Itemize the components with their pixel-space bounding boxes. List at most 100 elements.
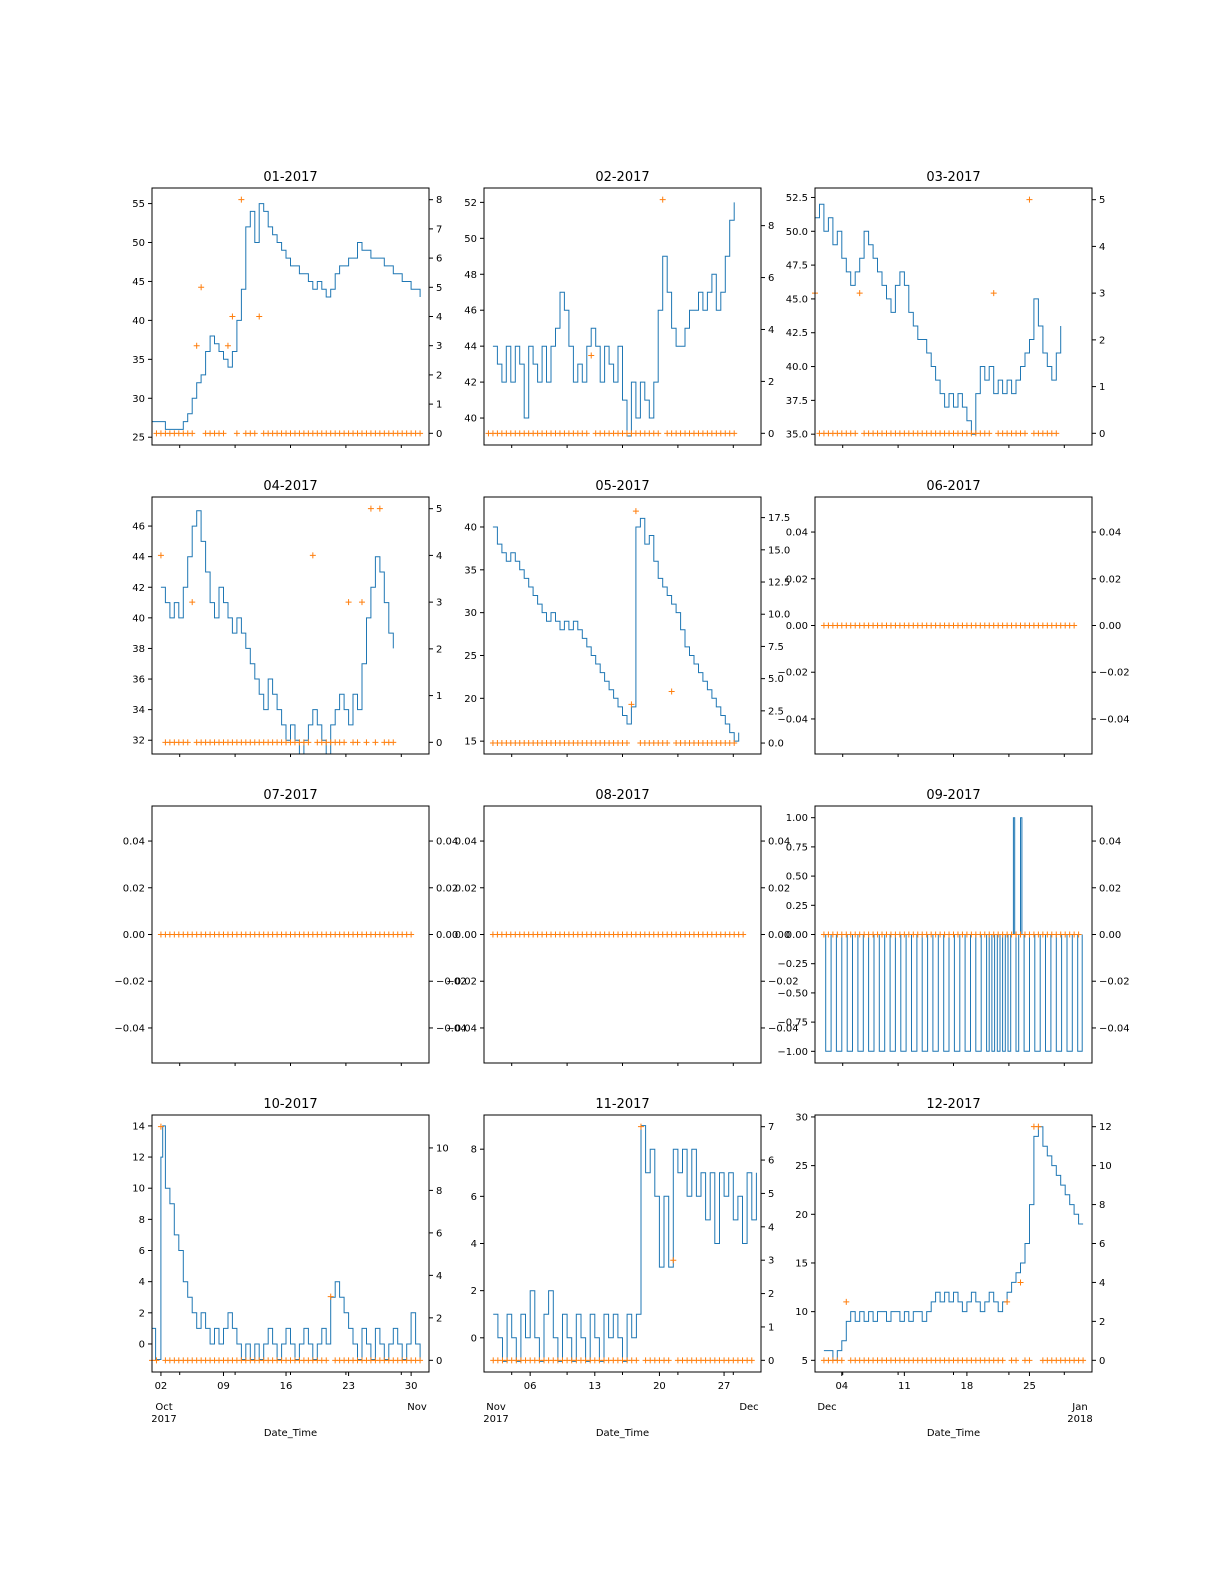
right-y-tick-label: 8: [768, 221, 774, 232]
marker-point: [238, 196, 245, 203]
marker-point: [189, 599, 196, 606]
right-y-tick-label: −0.02: [1099, 977, 1130, 988]
x-edge-label: Dec: [739, 1402, 758, 1413]
marker-point: [1075, 931, 1082, 938]
marker-point: [358, 599, 365, 606]
left-y-tick-label: 0.04: [786, 528, 808, 539]
x-axis-label: Date_Time: [264, 1428, 317, 1439]
series-markers: [489, 931, 747, 938]
left-y-tick-label: 40: [464, 522, 477, 533]
left-y-tick-label: 8: [471, 1145, 477, 1156]
x-tick-label: 25: [1023, 1381, 1036, 1392]
right-y-tick-label: 0.04: [768, 837, 790, 848]
right-y-tick-label: −0.04: [768, 1023, 799, 1034]
x-edge-label: Nov: [407, 1402, 427, 1413]
left-y-tick-label: 15: [795, 1258, 808, 1269]
right-y-tick-label: 0.02: [768, 883, 790, 894]
left-y-tick-label: 50: [464, 234, 477, 245]
left-y-tick-label: 10: [795, 1307, 808, 1318]
left-y-tick-label: 5: [802, 1356, 808, 1367]
marker-point: [670, 1257, 677, 1264]
x-tick-label: 02: [155, 1381, 168, 1392]
left-y-tick-label: 35.0: [786, 430, 808, 441]
marker-point: [376, 505, 383, 512]
right-y-tick-label: 0: [768, 1356, 774, 1367]
left-y-tick-label: −0.04: [777, 714, 808, 725]
marker-point: [153, 1357, 160, 1364]
left-y-tick-label: 35: [464, 565, 477, 576]
right-y-tick-label: −0.04: [1099, 1023, 1130, 1034]
right-y-tick-label: 5.0: [768, 674, 784, 685]
right-y-tick-label: 3: [436, 598, 442, 609]
right-y-tick-label: 12: [1099, 1122, 1112, 1133]
left-y-tick-label: 50.0: [786, 227, 808, 238]
x-tick-label: 16: [280, 1381, 293, 1392]
right-y-tick-label: 5: [436, 283, 442, 294]
marker-point: [189, 430, 196, 437]
right-y-tick-label: 10: [1099, 1161, 1112, 1172]
left-y-tick-label: 42: [132, 583, 145, 594]
right-y-tick-label: 7: [768, 1122, 774, 1133]
series-markers: [812, 196, 1060, 437]
left-y-tick-label: 6: [139, 1246, 145, 1257]
marker-point: [852, 430, 859, 437]
right-y-tick-label: 8: [436, 195, 442, 206]
marker-point: [623, 740, 630, 747]
right-y-tick-label: 0.04: [1099, 837, 1121, 848]
left-y-tick-label: 44: [464, 342, 477, 353]
left-y-tick-label: 12: [132, 1153, 145, 1164]
right-y-tick-label: 10.0: [768, 610, 790, 621]
subplot-title: 12-2017: [926, 1097, 980, 1112]
right-y-tick-label: 5: [436, 504, 442, 515]
right-y-tick-label: 4: [768, 325, 774, 336]
left-y-tick-label: 10: [132, 1184, 145, 1195]
right-y-tick-label: 0.02: [436, 883, 458, 894]
series-markers: [153, 196, 424, 437]
marker-point: [309, 552, 316, 559]
marker-point: [668, 688, 675, 695]
marker-point: [655, 430, 662, 437]
right-y-tick-label: 0.00: [768, 930, 790, 941]
marker-point: [1017, 1279, 1024, 1286]
axes-frame: [483, 187, 762, 446]
left-y-tick-label: 46: [132, 522, 145, 533]
right-y-tick-label: 7: [436, 224, 442, 235]
left-y-tick-label: 45.0: [786, 294, 808, 305]
subplot-06-2017: 06-2017 −0.04 −0.02 0.00 0.02 0.04 −0.04 −0.02 0…: [777, 479, 1130, 757]
marker-point: [740, 931, 747, 938]
series-line: [160, 510, 394, 754]
right-y-tick-label: 3: [436, 341, 442, 352]
left-y-tick-label: 0.02: [455, 883, 477, 894]
subplot-12-2017: 12-2017 5 10 15 20 25 30 0 2 4 6 8 10 12 04 11 18 25 Dec Ja…: [795, 1097, 1111, 1439]
series-line: [492, 202, 735, 437]
x-tick-label: 18: [961, 1381, 974, 1392]
right-y-tick-label: 2: [436, 1313, 442, 1324]
marker-point: [367, 505, 374, 512]
marker-point: [229, 313, 236, 320]
subplot-title: 04-2017: [263, 479, 317, 494]
marker-point: [390, 739, 397, 746]
marker-point: [220, 430, 227, 437]
left-y-tick-label: 2: [471, 1286, 477, 1297]
left-y-tick-label: 0: [139, 1339, 145, 1350]
x-tick-label: 09: [217, 1381, 230, 1392]
left-y-tick-label: 35: [132, 355, 145, 366]
right-y-tick-label: 0.04: [1099, 528, 1121, 539]
marker-point: [224, 342, 231, 349]
right-y-tick-label: 6: [768, 273, 774, 284]
x-tick-label: 13: [588, 1381, 601, 1392]
x-tick-label: 23: [342, 1381, 355, 1392]
right-y-tick-label: 0.02: [1099, 883, 1121, 894]
right-y-tick-label: 1: [436, 400, 442, 411]
left-y-tick-label: 0.00: [786, 621, 808, 632]
marker-point: [1080, 1357, 1087, 1364]
marker-point: [345, 599, 352, 606]
subplot-title: 10-2017: [263, 1097, 317, 1112]
right-y-tick-label: 4: [436, 551, 442, 562]
right-y-tick-label: 1: [1099, 382, 1105, 393]
right-y-tick-label: 2: [436, 644, 442, 655]
left-y-tick-label: −0.75: [777, 1018, 808, 1029]
series-markers: [157, 505, 397, 746]
marker-point: [633, 1357, 640, 1364]
